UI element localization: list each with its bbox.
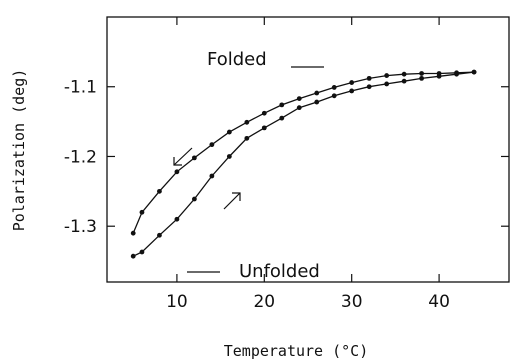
data-point bbox=[384, 73, 389, 78]
data-point bbox=[140, 210, 145, 215]
data-point bbox=[402, 79, 407, 84]
data-point bbox=[297, 96, 302, 101]
data-point bbox=[332, 93, 337, 98]
data-point bbox=[437, 74, 442, 79]
data-point bbox=[419, 76, 424, 81]
data-point bbox=[157, 233, 162, 238]
data-point bbox=[279, 116, 284, 121]
data-point bbox=[367, 76, 372, 81]
plot-frame bbox=[107, 17, 509, 282]
y-tick-labels: -1.1 -1.2 -1.3 bbox=[64, 78, 97, 237]
data-point bbox=[314, 91, 319, 96]
series-group bbox=[131, 70, 477, 259]
y-tick-label: -1.1 bbox=[64, 78, 97, 98]
data-point bbox=[131, 231, 136, 236]
series-line-1 bbox=[133, 72, 474, 233]
data-point bbox=[192, 155, 197, 160]
data-point bbox=[384, 82, 389, 87]
data-point bbox=[454, 72, 459, 77]
x-tick-label: 40 bbox=[428, 292, 450, 312]
series-line-2 bbox=[133, 72, 474, 256]
axis-ticks bbox=[107, 17, 509, 282]
y-tick-label: -1.3 bbox=[64, 217, 97, 237]
folded-label: Folded bbox=[207, 49, 267, 70]
data-point bbox=[262, 125, 267, 130]
unfolded-label: Unfolded bbox=[239, 261, 320, 282]
data-point bbox=[244, 120, 249, 125]
data-point bbox=[192, 197, 197, 202]
x-tick-label: 20 bbox=[253, 292, 275, 312]
data-point bbox=[175, 217, 180, 222]
data-point bbox=[419, 71, 424, 76]
data-point bbox=[175, 169, 180, 174]
data-point bbox=[262, 111, 267, 116]
data-point bbox=[297, 105, 302, 110]
x-tick-label: 30 bbox=[341, 292, 363, 312]
data-point bbox=[349, 89, 354, 94]
data-point bbox=[332, 85, 337, 90]
data-point bbox=[279, 102, 284, 107]
data-point bbox=[209, 142, 214, 147]
data-point bbox=[402, 72, 407, 77]
data-point bbox=[367, 84, 372, 89]
heating-arrow-icon bbox=[224, 193, 240, 209]
data-point bbox=[349, 80, 354, 85]
x-tick-labels: 10 20 30 40 bbox=[166, 292, 450, 312]
data-point bbox=[227, 130, 232, 135]
data-point bbox=[209, 174, 214, 179]
data-point bbox=[472, 70, 477, 75]
x-tick-label: 10 bbox=[166, 292, 188, 312]
data-point bbox=[227, 154, 232, 159]
data-point bbox=[131, 254, 136, 259]
x-axis-label: Temperature (°C) bbox=[224, 342, 369, 360]
data-point bbox=[140, 250, 145, 255]
data-point bbox=[244, 136, 249, 141]
data-point bbox=[157, 189, 162, 194]
y-axis-label: Polarization (deg) bbox=[10, 69, 28, 232]
y-tick-label: -1.2 bbox=[64, 147, 97, 167]
data-point bbox=[314, 100, 319, 105]
